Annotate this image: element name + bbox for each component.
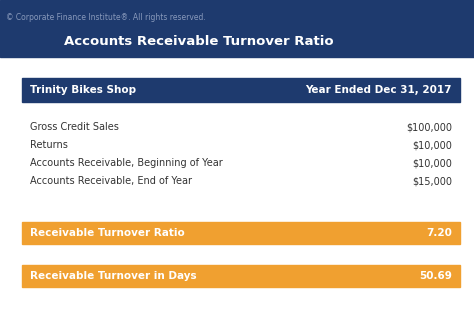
Bar	[22, 78, 460, 102]
Bar	[22, 222, 460, 244]
Text: Accounts Receivable, End of Year: Accounts Receivable, End of Year	[30, 176, 192, 186]
Text: Accounts Receivable Turnover Ratio: Accounts Receivable Turnover Ratio	[64, 35, 334, 48]
Text: Receivable Turnover Ratio: Receivable Turnover Ratio	[30, 228, 185, 238]
Text: $15,000: $15,000	[412, 176, 452, 186]
Text: Trinity Bikes Shop: Trinity Bikes Shop	[30, 85, 136, 95]
Bar	[0, 0, 474, 57]
Text: 7.20: 7.20	[426, 228, 452, 238]
Text: 50.69: 50.69	[419, 271, 452, 281]
Text: $10,000: $10,000	[412, 158, 452, 168]
Bar	[22, 265, 460, 287]
Text: Accounts Receivable, Beginning of Year: Accounts Receivable, Beginning of Year	[30, 158, 223, 168]
Text: Receivable Turnover in Days: Receivable Turnover in Days	[30, 271, 197, 281]
Text: © Corporate Finance Institute®. All rights reserved.: © Corporate Finance Institute®. All righ…	[6, 13, 206, 22]
Text: $100,000: $100,000	[406, 122, 452, 132]
Text: Returns: Returns	[30, 140, 68, 150]
Text: Year Ended Dec 31, 2017: Year Ended Dec 31, 2017	[306, 85, 452, 95]
Text: $10,000: $10,000	[412, 140, 452, 150]
Text: Gross Credit Sales: Gross Credit Sales	[30, 122, 119, 132]
